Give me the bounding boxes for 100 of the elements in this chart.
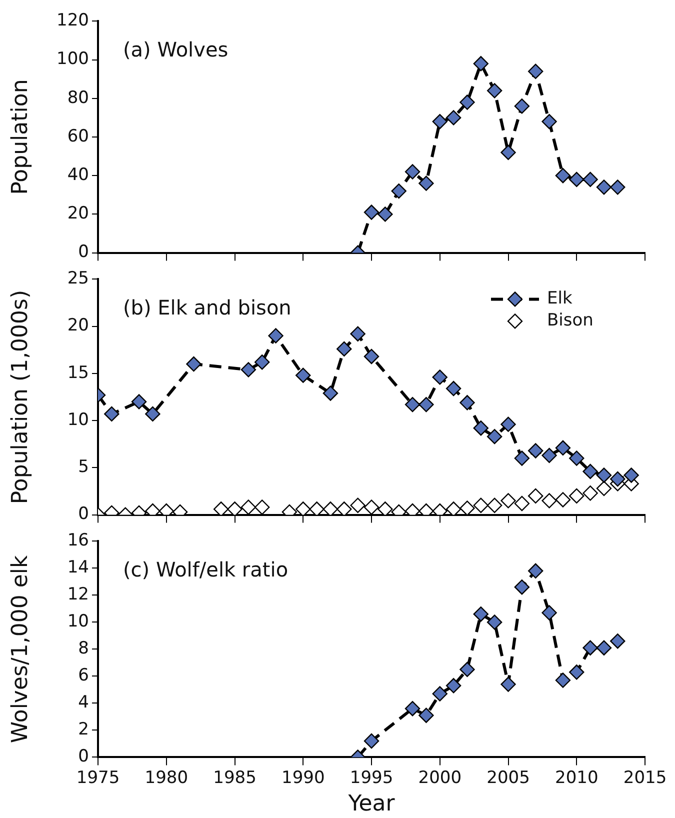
point — [460, 395, 475, 410]
y-tick-label: 4 — [78, 692, 89, 713]
point — [528, 64, 544, 79]
y-tick-label: 60 — [67, 126, 89, 146]
x-tick-label: 2010 — [554, 768, 598, 788]
y-axis-title: Population — [8, 79, 33, 195]
point — [296, 502, 311, 515]
point — [213, 502, 229, 515]
point — [610, 180, 626, 195]
x-tick-label: 1995 — [350, 768, 394, 788]
y-tick-label: 20 — [67, 316, 89, 336]
point — [528, 563, 544, 578]
x-tick-label: 1990 — [281, 768, 325, 788]
point — [486, 614, 502, 630]
point — [364, 500, 380, 515]
y-tick-label: 12 — [67, 584, 89, 605]
point — [296, 368, 311, 383]
point — [227, 502, 242, 515]
point — [104, 406, 120, 422]
point — [582, 464, 598, 480]
point — [336, 502, 352, 515]
x-axis-title: Year — [347, 792, 396, 817]
point — [569, 172, 584, 188]
point — [432, 114, 448, 130]
point — [460, 662, 475, 678]
y-tick-label: 15 — [67, 362, 89, 383]
y-tick-label: 10 — [67, 410, 89, 430]
point — [596, 180, 612, 195]
y-tick-label: 16 — [67, 530, 89, 551]
point — [364, 204, 380, 220]
y-tick-label: 0 — [78, 504, 89, 524]
point — [555, 492, 571, 508]
point — [514, 496, 530, 512]
point — [309, 502, 324, 515]
y-tick-label: 8 — [78, 638, 89, 659]
point — [364, 733, 380, 749]
point — [418, 396, 434, 412]
point — [596, 480, 612, 496]
x-tick-label: 2000 — [418, 768, 462, 788]
text: (a) Wolves — [123, 37, 228, 62]
point — [460, 94, 475, 110]
point — [432, 370, 448, 385]
point — [322, 386, 338, 401]
text: (c) Wolf/elk ratio — [123, 557, 288, 582]
x-tick-label: 2015 — [623, 768, 667, 788]
point — [582, 486, 598, 501]
point — [514, 450, 530, 466]
point — [145, 406, 160, 422]
point — [131, 394, 147, 410]
point — [582, 172, 598, 188]
point — [446, 678, 462, 694]
legend-label: Bison — [547, 310, 594, 331]
point — [364, 348, 380, 364]
point — [486, 428, 502, 444]
point — [569, 664, 584, 680]
y-tick-label: 10 — [67, 612, 89, 632]
point — [473, 56, 488, 72]
y-tick-label: 5 — [78, 457, 89, 478]
y-axis-title: Population (1,000s) — [8, 290, 33, 504]
point — [254, 354, 270, 370]
point — [528, 488, 544, 504]
point — [514, 580, 530, 595]
point — [555, 672, 571, 688]
point — [186, 356, 202, 372]
point — [542, 448, 557, 464]
y-tick-label: 14 — [67, 558, 89, 578]
x-tick-label: 1975 — [76, 768, 120, 788]
point — [486, 83, 502, 98]
point — [404, 396, 420, 412]
y-tick-label: 2 — [78, 720, 89, 740]
text: (b) Elk and bison — [123, 295, 292, 320]
point — [500, 144, 516, 160]
point — [446, 502, 462, 515]
point — [391, 183, 406, 199]
point — [254, 500, 270, 515]
point — [500, 416, 516, 432]
point — [610, 634, 626, 649]
legend-label: Elk — [547, 288, 572, 309]
x-tick-label: 2005 — [486, 768, 530, 788]
point — [555, 168, 571, 184]
y-tick-label: 40 — [67, 165, 89, 186]
point — [336, 341, 352, 357]
point — [528, 443, 544, 458]
point — [514, 98, 530, 114]
point — [432, 686, 448, 702]
point — [624, 468, 639, 483]
y-tick-label: 0 — [78, 746, 89, 767]
point — [542, 114, 557, 130]
point — [418, 708, 434, 723]
point — [460, 500, 475, 515]
point — [542, 605, 557, 620]
point — [473, 420, 488, 436]
point — [569, 450, 584, 466]
point — [610, 471, 626, 487]
point — [404, 701, 420, 716]
point — [596, 468, 612, 483]
point — [350, 498, 366, 513]
x-tick-label: 1980 — [144, 768, 188, 788]
point — [473, 498, 488, 513]
point — [446, 110, 462, 126]
